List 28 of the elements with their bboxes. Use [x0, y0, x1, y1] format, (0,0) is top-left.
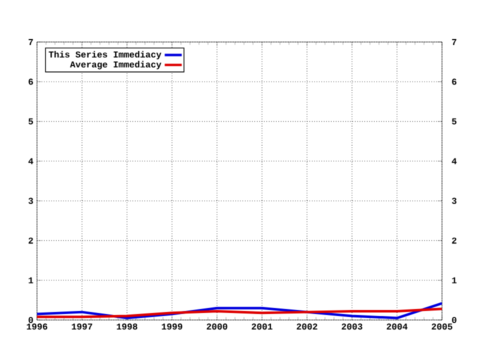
y-tick-label: 4 — [28, 158, 34, 164]
y-tick-label: 2 — [28, 238, 33, 244]
x-tick-label: 1996 — [26, 324, 48, 330]
y-tick-label: 5 — [28, 118, 34, 124]
y2-tick-label: 5 — [452, 118, 456, 124]
y-tick-label: 6 — [28, 78, 33, 85]
legend-label: Average Immediacy — [70, 60, 162, 70]
y-tick-label: 3 — [28, 198, 34, 204]
y2-tick-label: 4 — [452, 158, 457, 164]
y2-tick-label: 1 — [452, 277, 457, 284]
x-tick-label: 2001 — [252, 324, 272, 330]
y2-tick-label: 6 — [452, 78, 456, 85]
legend-label: This Series Immediacy — [48, 50, 162, 60]
y-tick-label: 0 — [28, 316, 33, 324]
x-tick-label: 1997 — [72, 324, 92, 330]
x-tick-label: 2003 — [342, 324, 362, 330]
y2-tick-label: 2 — [452, 238, 456, 244]
x-tick-label: 1999 — [162, 324, 182, 330]
x-tick-label: 2005 — [432, 324, 452, 330]
x-tick-label: 2002 — [296, 324, 318, 330]
y2-tick-label: 7 — [452, 39, 456, 45]
y-tick-label: 7 — [28, 39, 33, 45]
y2-tick-label: 3 — [452, 198, 456, 204]
x-tick-label: 2004 — [386, 324, 408, 330]
x-tick-label: 1998 — [116, 324, 138, 330]
y2-tick-label: 0 — [452, 316, 456, 324]
y-tick-label: 1 — [28, 277, 34, 284]
x-tick-label: 2000 — [206, 324, 228, 330]
